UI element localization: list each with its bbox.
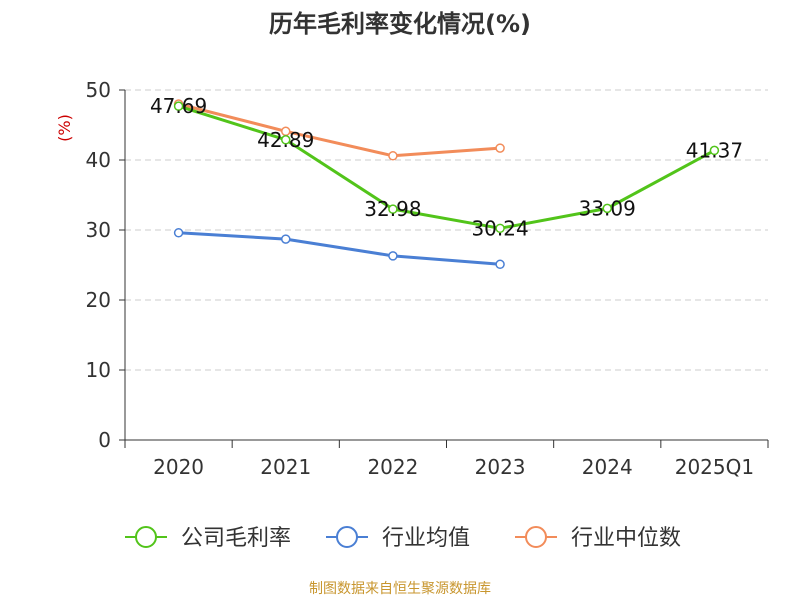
series-lines xyxy=(173,99,720,270)
data-point xyxy=(173,101,184,111)
y-tick-label: 0 xyxy=(98,428,111,452)
legend-label: 公司毛利率 xyxy=(181,526,291,551)
legend-swatch-marker xyxy=(135,526,157,548)
data-label: 42.89 xyxy=(257,128,314,152)
data-label: 30.24 xyxy=(471,216,528,240)
y-tick-label: 10 xyxy=(86,358,111,382)
axes: 0 10 20 30 40 50 2020 2021 2022 2023 2024 2025Q1 (%) xyxy=(55,78,769,479)
legend: 公司毛利率 行业均值 行业中位数 xyxy=(125,526,681,551)
data-label: 41.37 xyxy=(686,138,743,162)
y-tick-label: 50 xyxy=(86,78,111,102)
data-point xyxy=(495,259,505,270)
series-line-2 xyxy=(178,102,501,158)
data-label: 32.98 xyxy=(364,197,421,221)
legend-label: 行业均值 xyxy=(382,526,470,551)
data-point xyxy=(388,204,398,214)
y-tick-label: 40 xyxy=(86,148,111,172)
legend-label: 行业中位数 xyxy=(571,526,681,551)
series-line-1 xyxy=(178,231,501,266)
x-tick-label: 2023 xyxy=(475,455,526,479)
legend-swatch-marker xyxy=(525,526,547,548)
data-labels: 47.69 42.89 32.98 30.24 33.09 41.37 xyxy=(150,94,743,240)
data-label: 33.09 xyxy=(579,196,636,220)
x-tick-label: 2025Q1 xyxy=(675,455,754,479)
gridlines xyxy=(125,89,768,371)
series-line-0 xyxy=(178,104,716,230)
data-point xyxy=(709,145,720,156)
data-point xyxy=(495,223,505,234)
data-point xyxy=(173,228,184,238)
data-label: 47.69 xyxy=(150,94,207,118)
x-tick-label: 2022 xyxy=(367,455,418,479)
x-tick-label: 2024 xyxy=(582,455,633,479)
data-point xyxy=(281,234,291,244)
y-axis-label: (%) xyxy=(55,114,74,142)
data-point xyxy=(495,143,505,153)
x-tick-label: 2021 xyxy=(260,455,311,479)
data-point xyxy=(388,251,398,261)
chart-title: 历年毛利率变化情况(%) xyxy=(269,10,531,38)
legend-swatch-marker xyxy=(336,526,358,548)
data-point xyxy=(602,203,612,214)
source-note: 制图数据来自恒生聚源数据库 xyxy=(309,581,491,597)
y-tick-label: 20 xyxy=(86,288,111,312)
y-tick-label: 30 xyxy=(86,218,111,242)
data-point xyxy=(388,151,398,161)
data-point xyxy=(281,135,291,145)
x-tick-label: 2020 xyxy=(153,455,204,479)
